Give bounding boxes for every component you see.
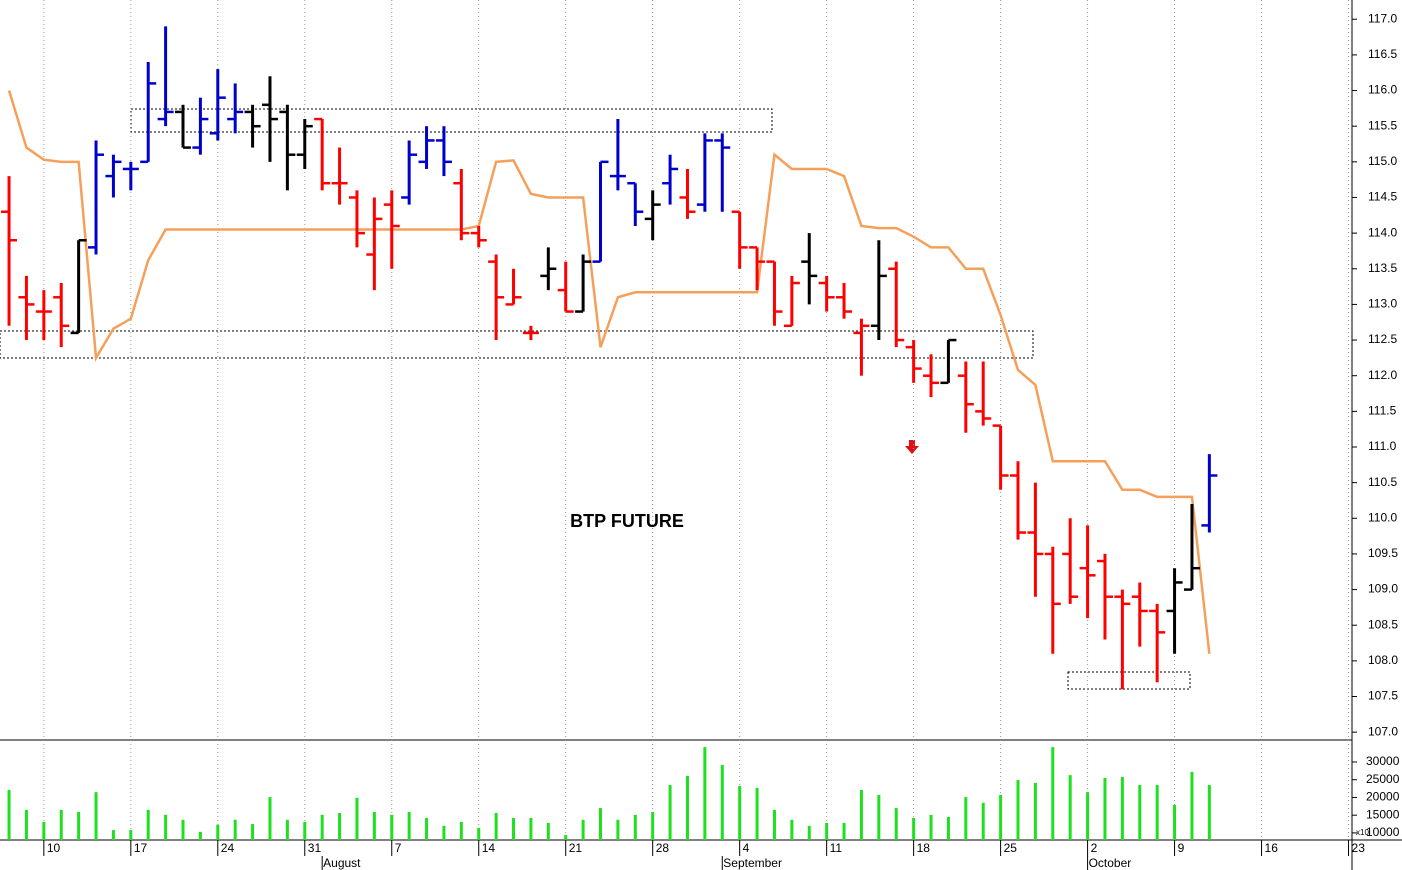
x-tick-label: 7	[395, 841, 402, 855]
month-label: August	[323, 856, 361, 870]
y-tick-label: 112.0	[1368, 368, 1397, 382]
y-tick-label: 109.0	[1368, 582, 1398, 596]
y-tick-label: 111.5	[1368, 404, 1397, 418]
y-tick-label: 114.0	[1368, 225, 1397, 239]
y-tick-label: 25000	[1366, 772, 1400, 786]
x-tick-label: 4	[743, 841, 750, 855]
y-tick-label: 10000	[1366, 825, 1400, 839]
signal-arrow	[905, 440, 919, 454]
x-tick-label: 21	[569, 841, 583, 855]
x-tick-label: 31	[308, 841, 322, 855]
y-tick-label: 115.5	[1368, 118, 1397, 132]
x-tick-label: 10	[47, 841, 61, 855]
y-tick-label: 115.0	[1368, 154, 1397, 168]
x-tick-label: 18	[917, 841, 931, 855]
chart-annotation: BTP FUTURE	[570, 511, 684, 531]
y-tick-label: 116.5	[1368, 47, 1397, 61]
x-tick-label: 11	[830, 841, 843, 855]
x-tick-label: 16	[1265, 841, 1279, 855]
y-tick-label: 107.0	[1368, 724, 1398, 738]
month-label: September	[723, 856, 782, 870]
x-tick-label: 9	[1178, 841, 1185, 855]
y-tick-label: 112.5	[1368, 332, 1397, 346]
y-tick-label: 111.0	[1368, 439, 1397, 453]
x-tick-label: 23	[1352, 841, 1366, 855]
x-tick-label: 24	[221, 841, 235, 855]
y-tick-label: 116.0	[1368, 83, 1397, 97]
volume-unit: x10	[1356, 828, 1369, 837]
stop-line	[7, 90, 1211, 654]
y-tick-label: 15000	[1366, 807, 1400, 821]
x-tick-label: 25	[1004, 841, 1018, 855]
y-tick-label: 30000	[1366, 754, 1400, 768]
x-tick-label: 28	[656, 841, 670, 855]
x-tick-label: 14	[482, 841, 496, 855]
y-tick-label: 114.5	[1368, 190, 1397, 204]
y-tick-label: 107.5	[1368, 689, 1398, 703]
x-tick-label: 2	[1091, 841, 1098, 855]
range-box	[0, 330, 1034, 359]
y-tick-label: 113.5	[1368, 261, 1397, 275]
y-tick-label: 109.5	[1368, 546, 1398, 560]
x-tick-label: 17	[134, 841, 148, 855]
y-tick-label: 110.5	[1368, 475, 1397, 489]
y-tick-label: 117.0	[1368, 11, 1397, 25]
y-tick-label: 108.5	[1368, 617, 1398, 631]
y-tick-label: 20000	[1366, 790, 1400, 804]
y-tick-label: 108.0	[1368, 653, 1398, 667]
y-tick-label: 113.0	[1368, 297, 1397, 311]
y-tick-label: 110.0	[1368, 510, 1397, 524]
range-box	[1067, 671, 1191, 690]
month-label: October	[1089, 856, 1132, 870]
